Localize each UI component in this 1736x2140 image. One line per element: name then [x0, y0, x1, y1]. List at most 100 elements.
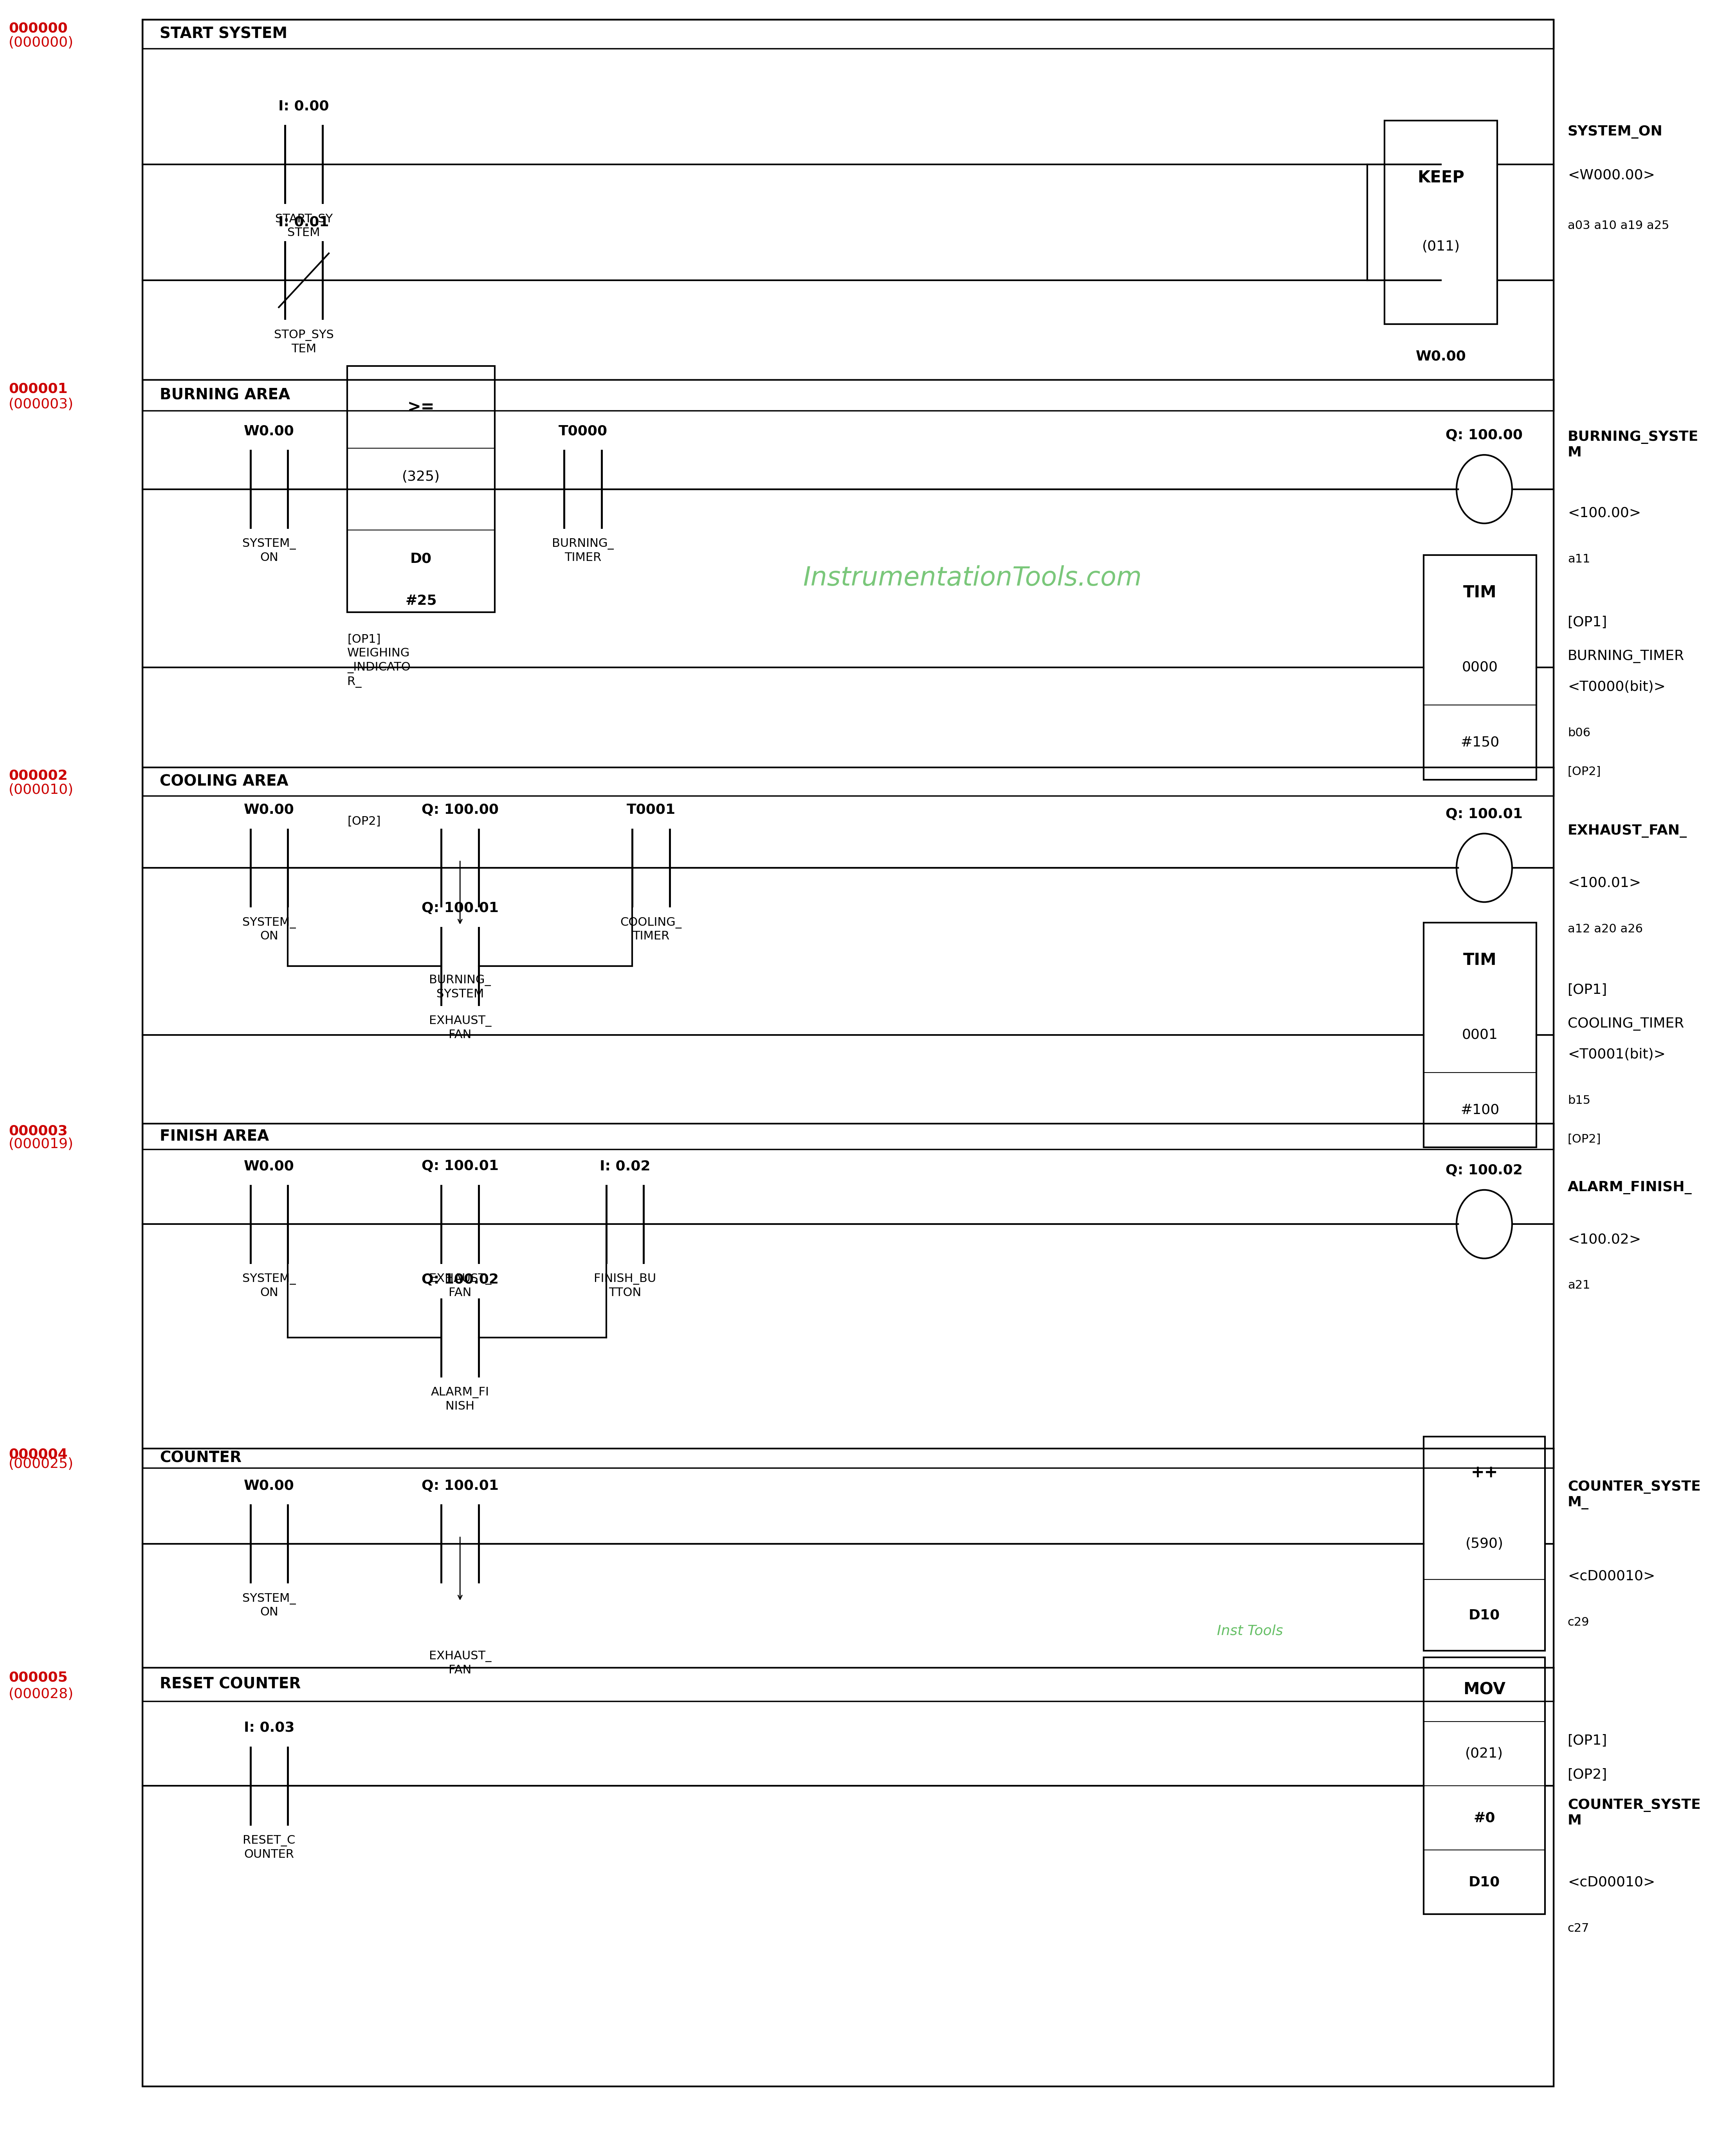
Bar — [142, 768, 1554, 796]
Text: >=: >= — [408, 398, 434, 415]
Text: [OP1]: [OP1] — [1568, 1733, 1608, 1746]
Text: Inst Tools: Inst Tools — [1217, 1624, 1283, 1637]
Text: W0.00: W0.00 — [243, 1479, 295, 1492]
Bar — [142, 1449, 1554, 1468]
Bar — [1424, 1656, 1545, 1913]
Text: BURNING_
SYSTEM: BURNING_ SYSTEM — [429, 976, 491, 999]
Text: <cD00010>: <cD00010> — [1568, 1569, 1654, 1584]
Text: a11: a11 — [1568, 554, 1590, 565]
Text: START SYSTEM: START SYSTEM — [160, 26, 288, 41]
Text: RESET COUNTER: RESET COUNTER — [160, 1678, 300, 1693]
Text: (000025): (000025) — [9, 1457, 73, 1470]
Text: [OP2]: [OP2] — [347, 815, 380, 826]
Text: 000000: 000000 — [9, 21, 68, 34]
Bar — [142, 379, 1554, 768]
Text: W0.00: W0.00 — [243, 1160, 295, 1173]
Text: 000002: 000002 — [9, 768, 68, 783]
Text: 0000: 0000 — [1462, 661, 1498, 674]
Text: I: 0.03: I: 0.03 — [243, 1721, 295, 1733]
Text: Q: 100.00: Q: 100.00 — [1446, 428, 1522, 443]
Text: [OP2]: [OP2] — [1568, 1768, 1608, 1780]
Text: I: 0.00: I: 0.00 — [278, 101, 330, 113]
Text: W0.00: W0.00 — [1415, 349, 1467, 364]
Text: T0000: T0000 — [559, 424, 608, 439]
Text: #25: #25 — [404, 595, 437, 608]
Bar — [142, 19, 1554, 2086]
Text: a12 a20 a26: a12 a20 a26 — [1568, 924, 1642, 935]
Text: EXHAUST_FAN_: EXHAUST_FAN_ — [1568, 824, 1687, 839]
Text: Q: 100.01: Q: 100.01 — [422, 1479, 498, 1492]
Text: W0.00: W0.00 — [243, 802, 295, 817]
Text: 0001: 0001 — [1462, 1029, 1498, 1042]
Bar — [142, 19, 1554, 49]
Text: I: 0.01: I: 0.01 — [278, 216, 330, 229]
Text: SYSTEM_
ON: SYSTEM_ ON — [243, 918, 295, 942]
Text: COUNTER_SYSTE
M_: COUNTER_SYSTE M_ — [1568, 1481, 1701, 1509]
Text: ALARM_FINISH_: ALARM_FINISH_ — [1568, 1181, 1693, 1194]
Text: #150: #150 — [1460, 736, 1500, 749]
Text: b06: b06 — [1568, 728, 1590, 738]
Text: SYSTEM_
ON: SYSTEM_ ON — [243, 1273, 295, 1299]
Text: [OP1]: [OP1] — [1568, 616, 1608, 629]
Text: KEEP: KEEP — [1417, 169, 1465, 186]
Text: START_SY
STEM: START_SY STEM — [274, 214, 333, 238]
Bar — [142, 1124, 1554, 1449]
Bar — [1424, 922, 1536, 1147]
Text: D0: D0 — [410, 552, 432, 565]
Text: <100.02>: <100.02> — [1568, 1233, 1641, 1245]
Text: [OP2]: [OP2] — [1568, 766, 1601, 777]
Text: <cD00010>: <cD00010> — [1568, 1875, 1654, 1890]
Text: [OP2]: [OP2] — [1568, 1134, 1601, 1145]
Text: SYSTEM_ON: SYSTEM_ON — [1568, 126, 1663, 139]
Text: SYSTEM_
ON: SYSTEM_ ON — [243, 1592, 295, 1618]
Bar — [1385, 120, 1496, 323]
Bar — [142, 768, 1554, 1124]
Bar — [1424, 554, 1536, 779]
Text: <100.00>: <100.00> — [1568, 507, 1641, 520]
Text: (000010): (000010) — [9, 783, 73, 796]
Text: 000001: 000001 — [9, 383, 68, 396]
Text: 000004: 000004 — [9, 1447, 68, 1462]
Text: InstrumentationTools.com: InstrumentationTools.com — [802, 565, 1142, 591]
Text: a03 a10 a19 a25: a03 a10 a19 a25 — [1568, 220, 1668, 231]
Text: Q: 100.01: Q: 100.01 — [1446, 807, 1522, 822]
Text: Q: 100.01: Q: 100.01 — [422, 901, 498, 914]
Text: <T0001(bit)>: <T0001(bit)> — [1568, 1049, 1665, 1061]
Bar — [142, 1667, 1554, 2086]
Text: EXHAUST_
FAN: EXHAUST_ FAN — [429, 1014, 491, 1040]
Text: BURNING_TIMER: BURNING_TIMER — [1568, 651, 1684, 663]
Text: (000003): (000003) — [9, 398, 73, 411]
Text: Q: 100.02: Q: 100.02 — [1446, 1164, 1522, 1177]
Bar — [347, 366, 495, 612]
Text: Q: 100.00: Q: 100.00 — [422, 802, 498, 817]
Text: W0.00: W0.00 — [243, 424, 295, 439]
Text: (021): (021) — [1465, 1746, 1503, 1761]
Text: I: 0.02: I: 0.02 — [599, 1160, 651, 1173]
Bar — [142, 19, 1554, 379]
Text: b15: b15 — [1568, 1096, 1590, 1106]
Text: BURNING AREA: BURNING AREA — [160, 387, 290, 402]
Text: BURNING_SYSTE
M: BURNING_SYSTE M — [1568, 430, 1698, 460]
Text: (000028): (000028) — [9, 1688, 73, 1701]
Bar — [1424, 1436, 1545, 1650]
Text: BURNING_
TIMER: BURNING_ TIMER — [552, 539, 615, 563]
Text: <100.01>: <100.01> — [1568, 877, 1641, 890]
Text: D10: D10 — [1469, 1875, 1500, 1890]
Text: (000019): (000019) — [9, 1138, 73, 1151]
Text: SYSTEM_
ON: SYSTEM_ ON — [243, 539, 295, 563]
Text: (325): (325) — [403, 471, 439, 484]
Text: a21: a21 — [1568, 1280, 1590, 1290]
Text: Q: 100.01: Q: 100.01 — [422, 1160, 498, 1173]
Text: COUNTER_SYSTE
M: COUNTER_SYSTE M — [1568, 1798, 1701, 1828]
Text: EXHAUST_
FAN: EXHAUST_ FAN — [429, 1650, 491, 1676]
Text: [OP1]: [OP1] — [1568, 982, 1608, 997]
Bar — [142, 1124, 1554, 1149]
Text: TIM: TIM — [1463, 952, 1496, 967]
Text: FINISH AREA: FINISH AREA — [160, 1130, 269, 1145]
Text: #0: #0 — [1474, 1810, 1495, 1825]
Text: FINISH_BU
TTON: FINISH_BU TTON — [594, 1273, 656, 1299]
Text: 000003: 000003 — [9, 1126, 68, 1138]
Text: 000005: 000005 — [9, 1671, 68, 1684]
Text: T0001: T0001 — [627, 802, 675, 817]
Text: D10: D10 — [1469, 1609, 1500, 1622]
